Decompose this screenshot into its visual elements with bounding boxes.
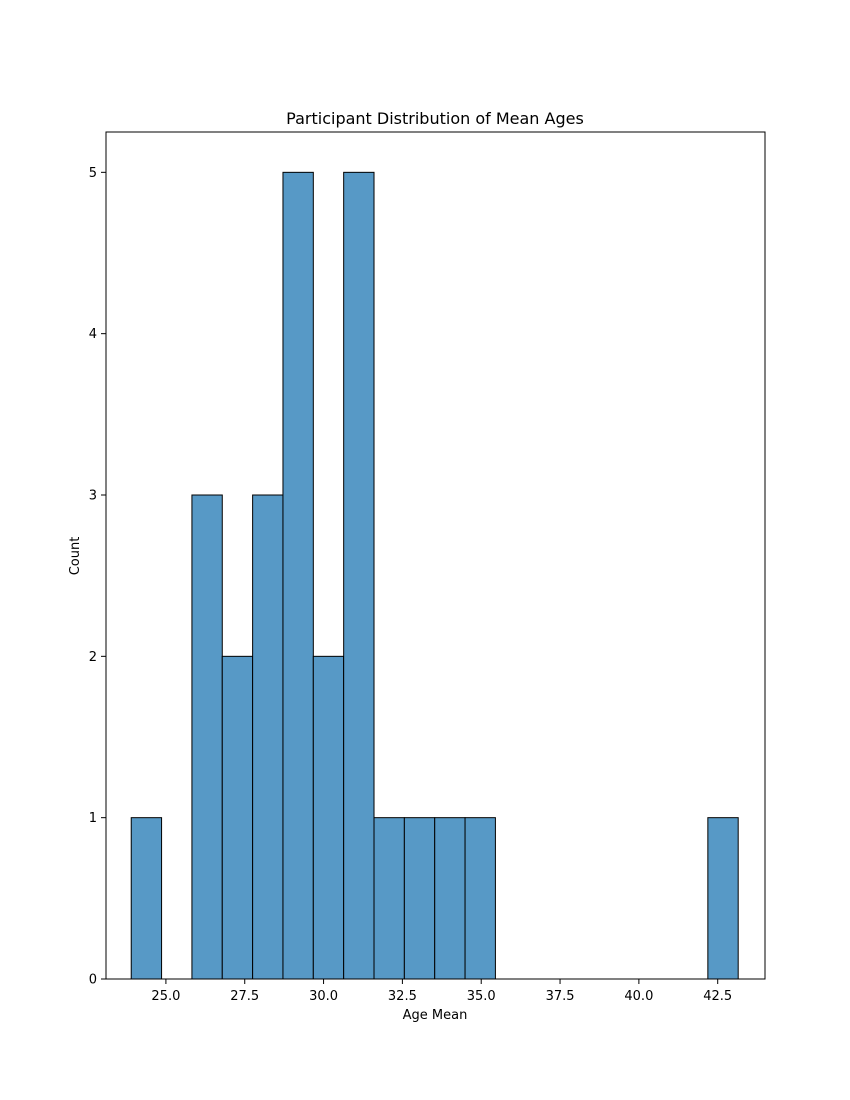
x-tick-label: 37.5 xyxy=(546,989,575,1004)
y-tick-label: 5 xyxy=(89,166,97,181)
y-tick-label: 3 xyxy=(89,489,97,504)
histogram-bar xyxy=(191,494,223,980)
histogram-bar xyxy=(343,171,375,980)
x-axis-label: Age Mean xyxy=(403,1008,468,1023)
bars-group xyxy=(130,171,739,980)
chart-title: Participant Distribution of Mean Ages xyxy=(286,109,584,128)
histogram-bar xyxy=(434,817,466,980)
y-tick-label: 2 xyxy=(89,650,97,665)
histogram-bar xyxy=(707,817,739,980)
histogram-bar xyxy=(282,171,314,980)
histogram-bar xyxy=(403,817,436,980)
x-tick-label: 35.0 xyxy=(467,989,496,1004)
y-axis-ticks: 0 1 2 3 4 5 xyxy=(89,166,106,988)
x-tick-label: 27.5 xyxy=(230,989,259,1004)
x-axis-ticks: 25.0 27.5 30.0 32.5 35.0 37.5 40.0 42.5 xyxy=(151,979,732,1004)
y-axis-label: Count xyxy=(68,537,83,576)
histogram-bar xyxy=(373,817,405,980)
x-tick-label: 42.5 xyxy=(703,989,732,1004)
y-tick-label: 0 xyxy=(89,973,97,988)
x-tick-label: 40.0 xyxy=(624,989,653,1004)
x-tick-label: 25.0 xyxy=(151,989,180,1004)
histogram-bar xyxy=(312,655,345,980)
y-tick-label: 4 xyxy=(89,327,97,342)
histogram-bar xyxy=(221,655,254,980)
histogram-bar xyxy=(464,817,496,980)
histogram-bar xyxy=(130,817,163,980)
x-tick-label: 30.0 xyxy=(309,989,338,1004)
plot-frame xyxy=(105,131,766,980)
histogram-bar xyxy=(252,494,284,980)
x-tick-label: 32.5 xyxy=(388,989,417,1004)
y-tick-label: 1 xyxy=(89,811,97,826)
